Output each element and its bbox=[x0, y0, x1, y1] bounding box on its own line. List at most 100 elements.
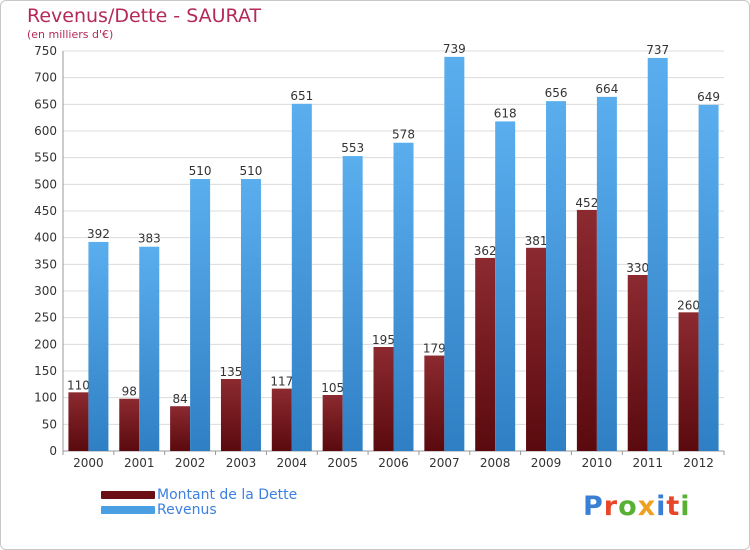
y-tick-label: 650 bbox=[34, 97, 57, 111]
y-tick-label: 750 bbox=[34, 44, 57, 58]
y-tick-label: 0 bbox=[49, 444, 57, 458]
y-tick-label: 500 bbox=[34, 177, 57, 191]
data-label-debt: 105 bbox=[321, 381, 344, 395]
legend-item-debt: Montant de la Dette bbox=[101, 486, 298, 503]
bar-debt bbox=[170, 406, 191, 451]
bar-debt bbox=[526, 247, 547, 451]
x-tick-label: 2006 bbox=[378, 456, 409, 470]
data-label-revenue: 649 bbox=[697, 90, 720, 104]
data-label-revenue: 510 bbox=[189, 164, 212, 178]
x-tick-label: 2007 bbox=[429, 456, 460, 470]
x-tick-label: 2009 bbox=[531, 456, 562, 470]
data-label-debt: 362 bbox=[474, 244, 497, 258]
bar-revenue bbox=[495, 121, 516, 452]
y-tick-label: 450 bbox=[34, 204, 57, 218]
data-label-debt: 195 bbox=[372, 333, 395, 347]
y-tick-label: 50 bbox=[42, 417, 57, 431]
data-label-debt: 117 bbox=[270, 375, 293, 389]
data-label-debt: 135 bbox=[220, 365, 243, 379]
data-label-debt: 381 bbox=[525, 234, 548, 248]
data-label-debt: 330 bbox=[626, 261, 649, 275]
bar-debt bbox=[627, 275, 648, 451]
data-label-debt: 98 bbox=[122, 385, 137, 399]
bar-debt bbox=[322, 395, 343, 451]
chart-subtitle: (en milliers d'€) bbox=[27, 28, 114, 41]
logo-letter: i bbox=[656, 491, 667, 522]
bar-debt bbox=[678, 312, 699, 451]
data-label-revenue: 618 bbox=[494, 106, 517, 120]
data-label-revenue: 383 bbox=[138, 232, 161, 246]
x-tick-label: 2010 bbox=[582, 456, 613, 470]
legend-label-revenue: Revenus bbox=[157, 501, 217, 518]
y-tick-label: 600 bbox=[34, 124, 57, 138]
bar-revenue bbox=[444, 56, 465, 451]
bar-debt bbox=[271, 388, 292, 451]
logo-letter: o bbox=[618, 491, 638, 522]
chart-legend: Montant de la Dette Revenus bbox=[101, 486, 298, 518]
data-label-revenue: 664 bbox=[595, 82, 618, 96]
data-label-debt: 110 bbox=[67, 378, 90, 392]
data-label-revenue: 392 bbox=[87, 227, 110, 241]
logo-letter: i bbox=[680, 491, 691, 522]
bar-debt bbox=[475, 257, 496, 451]
data-label-revenue: 656 bbox=[545, 86, 568, 100]
y-tick-label: 700 bbox=[34, 71, 57, 85]
y-tick-label: 250 bbox=[34, 311, 57, 325]
bar-debt bbox=[576, 209, 597, 451]
bar-revenue bbox=[596, 96, 617, 451]
bar-revenue bbox=[190, 179, 211, 451]
y-tick-label: 400 bbox=[34, 231, 57, 245]
logo-letter: P bbox=[583, 491, 604, 522]
data-label-debt: 260 bbox=[677, 298, 700, 312]
x-tick-label: 2001 bbox=[124, 456, 155, 470]
y-tick-label: 300 bbox=[34, 284, 57, 298]
chart-title: Revenus/Dette - SAURAT bbox=[27, 5, 262, 27]
x-tick-label: 2011 bbox=[632, 456, 663, 470]
data-label-debt: 179 bbox=[423, 342, 446, 356]
legend-item-revenue: Revenus bbox=[101, 501, 297, 518]
data-label-revenue: 553 bbox=[341, 141, 364, 155]
bar-debt bbox=[373, 347, 394, 451]
bar-revenue bbox=[291, 103, 312, 452]
bar-revenue bbox=[546, 101, 567, 451]
data-label-revenue: 578 bbox=[392, 128, 415, 142]
bar-debt bbox=[68, 392, 89, 451]
data-label-debt: 84 bbox=[172, 392, 187, 406]
y-tick-label: 550 bbox=[34, 151, 57, 165]
bar-revenue bbox=[88, 241, 109, 451]
bar-revenue bbox=[139, 246, 160, 451]
data-label-revenue: 739 bbox=[443, 42, 466, 56]
bar-debt bbox=[220, 379, 241, 451]
y-tick-label: 350 bbox=[34, 257, 57, 271]
bar-revenue bbox=[342, 156, 363, 452]
legend-swatch-revenue bbox=[101, 505, 155, 514]
legend-swatch-debt bbox=[101, 490, 155, 499]
x-tick-label: 2003 bbox=[226, 456, 257, 470]
bar-revenue bbox=[647, 57, 668, 451]
y-tick-label: 200 bbox=[34, 337, 57, 351]
proxiti-logo: Proxiti bbox=[583, 491, 691, 522]
bar-revenue bbox=[393, 142, 414, 451]
bar-debt bbox=[424, 355, 445, 451]
data-label-debt: 452 bbox=[575, 196, 598, 210]
x-tick-label: 2000 bbox=[73, 456, 104, 470]
logo-letter: x bbox=[637, 491, 657, 522]
bar-debt bbox=[119, 398, 140, 451]
y-tick-label: 100 bbox=[34, 391, 57, 405]
data-label-revenue: 737 bbox=[646, 43, 669, 57]
bar-revenue bbox=[698, 104, 719, 451]
data-label-revenue: 510 bbox=[240, 164, 263, 178]
bar-revenue bbox=[240, 179, 261, 451]
logo-letter: r bbox=[603, 491, 619, 522]
x-tick-label: 2008 bbox=[480, 456, 511, 470]
x-tick-label: 2012 bbox=[683, 456, 714, 470]
x-tick-label: 2004 bbox=[277, 456, 308, 470]
data-label-revenue: 651 bbox=[290, 89, 313, 103]
legend-label-debt: Montant de la Dette bbox=[157, 486, 298, 503]
logo-letter: t bbox=[666, 491, 681, 522]
x-tick-label: 2005 bbox=[327, 456, 358, 470]
y-tick-label: 150 bbox=[34, 364, 57, 378]
x-tick-label: 2002 bbox=[175, 456, 206, 470]
